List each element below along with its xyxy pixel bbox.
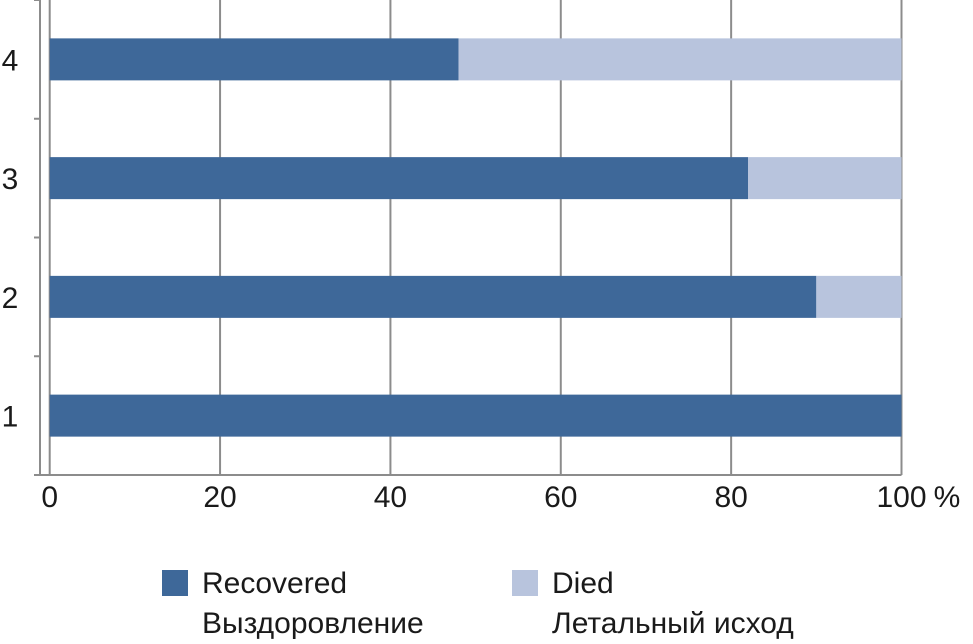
legend-died-ru: Летальный исход [552, 607, 794, 640]
legend-label-recovered: Recovered Выздоровление [202, 564, 424, 644]
category-label: 3 [2, 163, 19, 196]
bar-died-3 [748, 157, 902, 200]
x-tick-label: 60 [544, 481, 577, 514]
bar-died-2 [816, 275, 902, 318]
x-tick-label: 100 [876, 481, 926, 514]
bar-recovered-3 [49, 157, 749, 200]
legend-recovered-en: Recovered [202, 567, 348, 600]
category-label: 2 [2, 282, 19, 315]
bar-recovered-1 [49, 394, 902, 437]
x-tick-label: 40 [374, 481, 407, 514]
legend-died-en: Died [552, 567, 614, 600]
legend-recovered-ru: Выздоровление [202, 607, 424, 640]
legend-label-died: Died Летальный исход [552, 564, 794, 644]
bar-recovered-2 [49, 275, 817, 318]
x-tick-label: 20 [203, 481, 236, 514]
x-unit-label: % [934, 481, 961, 514]
legend-swatch-died [512, 570, 538, 596]
category-label: 4 [2, 44, 19, 77]
legend-swatch-recovered [162, 570, 188, 596]
category-label: 1 [2, 401, 19, 434]
bar-recovered-4 [49, 38, 459, 81]
x-tick-label: 80 [714, 481, 747, 514]
bar-died-4 [458, 38, 902, 81]
x-tick-label: 0 [41, 481, 58, 514]
